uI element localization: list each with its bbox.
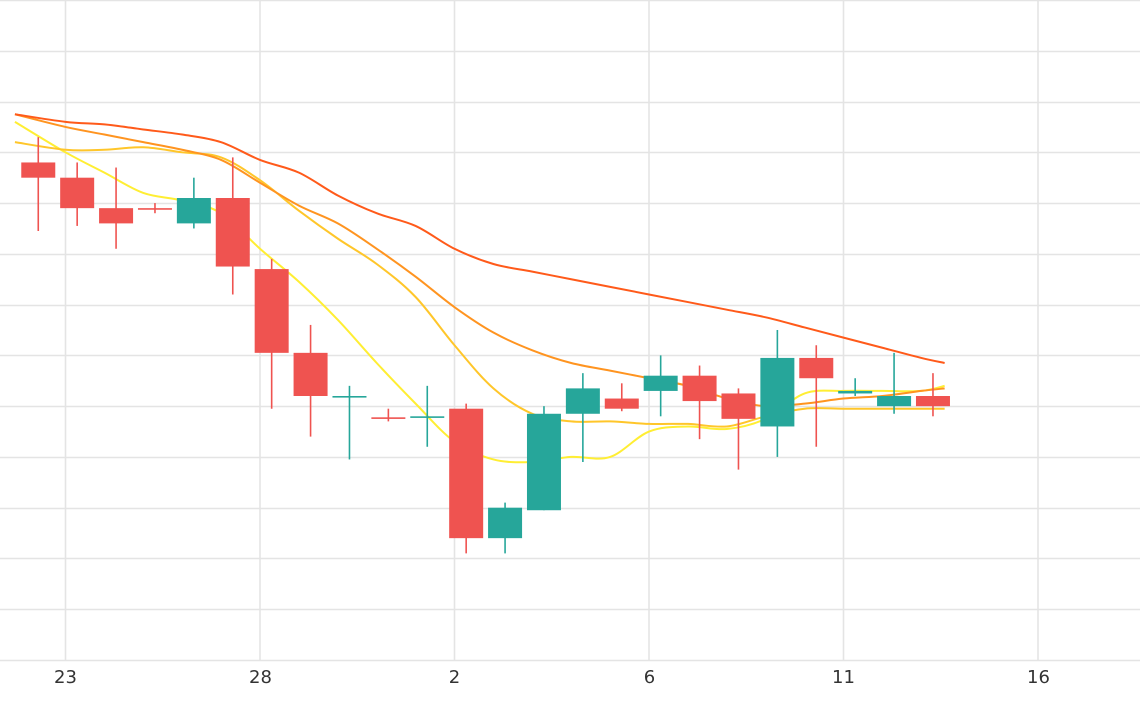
ma-line-4 (14, 113, 945, 364)
ma-line-2 (14, 141, 945, 428)
x-tick-label: 2 (449, 667, 460, 688)
candle-up (565, 373, 600, 462)
candle-down (99, 167, 134, 249)
candle-down (721, 388, 756, 470)
candle-up (643, 355, 678, 417)
candle-down (293, 324, 328, 437)
candle-body (176, 198, 211, 224)
candle-body (604, 398, 639, 409)
candle-up (410, 385, 445, 447)
candle-body (60, 177, 95, 209)
candle-body (215, 198, 250, 267)
candle-down (60, 162, 95, 226)
candle-body (488, 507, 523, 539)
candle-up (877, 352, 912, 414)
candle-body (293, 352, 328, 396)
candle-body (915, 396, 950, 407)
x-tick-label: 6 (644, 667, 655, 688)
candle-down (215, 157, 250, 295)
candle-down (604, 383, 639, 412)
candle-down (137, 203, 172, 214)
candle-up (332, 385, 367, 460)
candle-up (526, 406, 561, 511)
candle-down (21, 137, 56, 231)
candle-down (799, 345, 834, 447)
x-tick-label: 23 (54, 667, 77, 688)
candle-body (838, 390, 873, 394)
candle-body (410, 416, 445, 418)
candle-body (877, 396, 912, 407)
candles (21, 137, 950, 554)
x-tick-label: 11 (832, 667, 855, 688)
x-tick-label: 16 (1027, 667, 1050, 688)
candle-body (449, 408, 484, 539)
candle-down (449, 403, 484, 554)
grid (0, 0, 1140, 662)
candle-body (254, 269, 289, 353)
candle-up (488, 502, 523, 554)
candle-up (760, 330, 795, 457)
candle-down (254, 258, 289, 409)
candle-body (99, 208, 134, 224)
candle-body (682, 375, 717, 402)
candle-up (176, 177, 211, 229)
candle-down (915, 373, 950, 417)
x-tick-label: 28 (249, 667, 272, 688)
candle-body (21, 162, 56, 178)
candle-body (721, 393, 756, 419)
candle-body (526, 413, 561, 511)
candle-down (371, 408, 406, 422)
candle-body (565, 388, 600, 414)
ma-line-3 (14, 113, 945, 408)
candle-body (371, 417, 406, 419)
candle-body (137, 208, 172, 210)
candle-body (332, 396, 367, 398)
candle-body (760, 357, 795, 427)
candle-body (643, 375, 678, 391)
candle-down (682, 365, 717, 440)
x-axis: 23 28 2 6 11 16 (54, 667, 1050, 688)
candle-body (799, 357, 834, 379)
candle-up (838, 378, 873, 396)
